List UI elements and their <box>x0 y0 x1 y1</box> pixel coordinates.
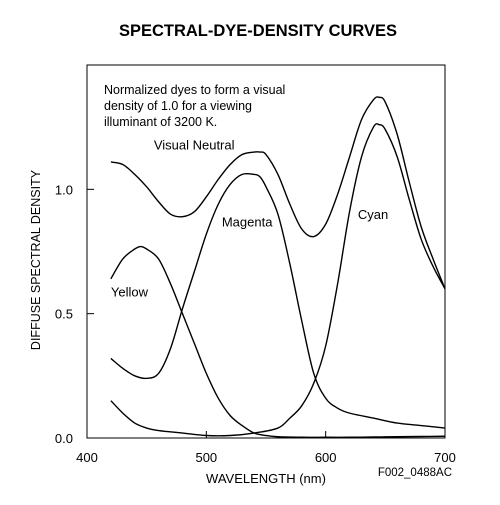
series-layer <box>110 96 446 438</box>
series-label-cyan: Cyan <box>358 207 388 222</box>
series-label-magenta: Magenta <box>222 215 273 230</box>
annotation-line: illuminant of 3200 K. <box>104 115 217 129</box>
y-tick-label: 1.0 <box>55 182 73 197</box>
y-axis-label: DIFFUSE SPECTRAL DENSITY <box>29 169 43 350</box>
chart-title: SPECTRAL-DYE-DENSITY CURVES <box>119 22 397 40</box>
x-axis-label: WAVELENGTH (nm) <box>206 471 326 486</box>
x-tick-label: 700 <box>434 450 456 465</box>
plot-frame <box>86 64 446 439</box>
annotation-line: Normalized dyes to form a visual <box>104 83 285 97</box>
chart-annotation: Normalized dyes to form a visual density … <box>104 83 285 129</box>
x-tick-label: 500 <box>195 450 217 465</box>
y-tick-label: 0.5 <box>55 307 73 322</box>
y-tick-label: 0.0 <box>55 431 73 446</box>
figure-id: F002_0488AC <box>378 467 452 479</box>
series-label-layer: Yellow Magenta Cyan Visual Neutral <box>111 138 388 300</box>
annotation-line: density of 1.0 for a viewing <box>104 99 252 113</box>
x-tick-label: 600 <box>315 450 337 465</box>
x-axis: 400 500 600 700 <box>76 431 456 465</box>
series-label-yellow: Yellow <box>111 284 149 299</box>
series-line-cyan <box>110 123 446 437</box>
y-axis: 0.0 0.5 1.0 <box>55 182 94 446</box>
series-line-yellow <box>110 245 446 438</box>
series-line-visual-neutral <box>110 96 446 290</box>
x-tick-label: 400 <box>76 450 98 465</box>
series-label-visual-neutral: Visual Neutral <box>154 138 235 153</box>
series-line-magenta <box>110 172 446 429</box>
